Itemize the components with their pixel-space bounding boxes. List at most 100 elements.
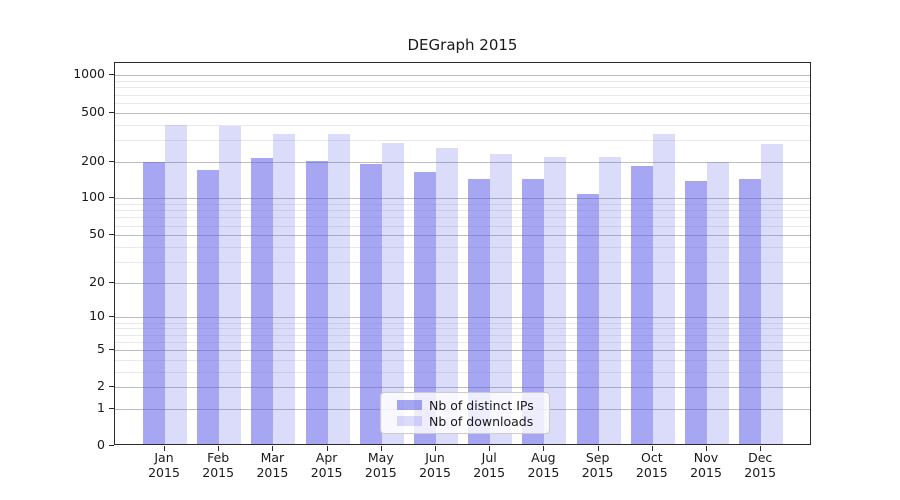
y-tick-mark [109,234,114,236]
bar-downloads [381,143,404,444]
x-tick-year: 2015 [690,465,722,480]
gridline-minor [115,102,810,104]
x-tick-mark [164,446,165,451]
gridline-minor [115,261,810,263]
x-tick-label: Jan 2015 [134,450,194,480]
bar-distinct-ips [630,166,653,444]
gridline-minor [115,204,810,205]
x-tick-label: Jul 2015 [459,450,519,480]
x-tick-mark [218,446,220,451]
gridline-minor [115,246,810,248]
x-tick-year: 2015 [635,465,668,480]
gridline-major [115,317,810,319]
gridline-minor [115,322,810,324]
gridline-minor [115,139,810,141]
y-tick-mark [109,160,114,162]
x-tick-label: Mar 2015 [242,450,302,480]
bar-distinct-ips [685,181,707,444]
x-tick-label: Aug 2015 [513,450,573,480]
bar-downloads [165,125,187,444]
x-tick-mark [597,446,599,451]
bar-downloads [761,143,784,444]
x-tick-month: Sep [585,450,610,465]
x-tick-label: Sep 2015 [568,450,628,480]
plot-area: Nb of distinct IPs Nb of downloads [114,62,811,445]
x-tick-year: 2015 [256,465,289,480]
x-tick-mark [489,446,491,451]
gridline-minor [115,94,810,96]
gridline-major [115,349,810,351]
legend-swatch-downloads-icon [397,416,422,426]
gridline-major [115,235,810,237]
x-tick-month: Mar [260,450,285,465]
x-tick-month: Aug [531,450,556,465]
y-tick-mark [109,445,114,446]
gridline-minor [115,217,810,219]
legend-swatch-distinct-ips-icon [397,400,422,410]
bar-downloads [327,133,350,444]
x-tick-label: Apr 2015 [297,450,357,480]
bar-distinct-ips [576,194,599,444]
x-tick-label: Feb 2015 [188,450,248,480]
gridline-major [115,282,810,284]
x-tick-mark [543,446,545,451]
x-tick-month: Nov [693,450,719,465]
x-tick-mark [651,446,653,451]
gridline-major [115,112,810,114]
y-tick-mark [109,386,114,388]
x-tick-month: Jun [425,450,445,465]
bar-downloads [707,161,729,444]
y-tick-mark [109,111,114,113]
x-tick-month: Dec [748,450,773,465]
legend-row-downloads: Nb of downloads [397,414,541,429]
bar-distinct-ips [305,161,328,444]
y-tick-mark [109,407,114,409]
x-tick-mark [272,446,274,451]
gridline-major [115,161,810,163]
x-tick-year: 2015 [419,465,451,480]
x-tick-year: 2015 [527,465,560,480]
gridline-minor [115,334,810,336]
bar-distinct-ips [468,178,491,444]
y-tick-mark [109,281,114,283]
legend-row-distinct-ips: Nb of distinct IPs [397,398,541,413]
y-tick-label: 50 [89,226,105,242]
gridline-minor [115,87,810,89]
gridline-minor [115,124,810,126]
y-tick-label: 1 [97,399,105,415]
bar-distinct-ips [739,179,762,444]
x-tick-month: Jan [154,450,174,465]
bar-distinct-ips [197,170,220,444]
y-tick-label: 100 [81,189,105,205]
x-tick-label: Jun 2015 [405,450,465,480]
chart-title: DEGraph 2015 [407,36,518,54]
gridline-minor [115,341,810,343]
y-tick-label: 200 [81,152,105,168]
bar-distinct-ips [522,179,545,444]
x-tick-label: Dec 2015 [730,450,790,480]
y-tick-label: 0 [97,437,105,452]
x-tick-year: 2015 [202,465,235,480]
x-tick-year: 2015 [364,465,397,480]
gridline-major [115,198,810,200]
x-tick-year: 2015 [581,465,614,480]
bar-downloads [219,126,242,444]
x-tick-year: 2015 [148,465,180,480]
x-tick-month: Jul [481,450,497,465]
bar-downloads [490,153,513,444]
y-tick-label: 2 [97,378,105,394]
bar-distinct-ips [414,171,436,444]
x-tick-month: Oct [640,450,663,465]
x-tick-mark [380,446,382,451]
y-tick-mark [109,197,114,199]
gridline-minor [115,81,810,82]
y-tick-label: 1000 [73,66,105,82]
plot-inner [115,63,810,444]
x-tick-month: Feb [207,450,230,465]
gridline-minor [115,328,810,330]
x-tick-label: May 2015 [351,450,411,480]
gridline-minor [115,225,810,227]
x-tick-year: 2015 [310,465,343,480]
bar-downloads [652,134,675,444]
